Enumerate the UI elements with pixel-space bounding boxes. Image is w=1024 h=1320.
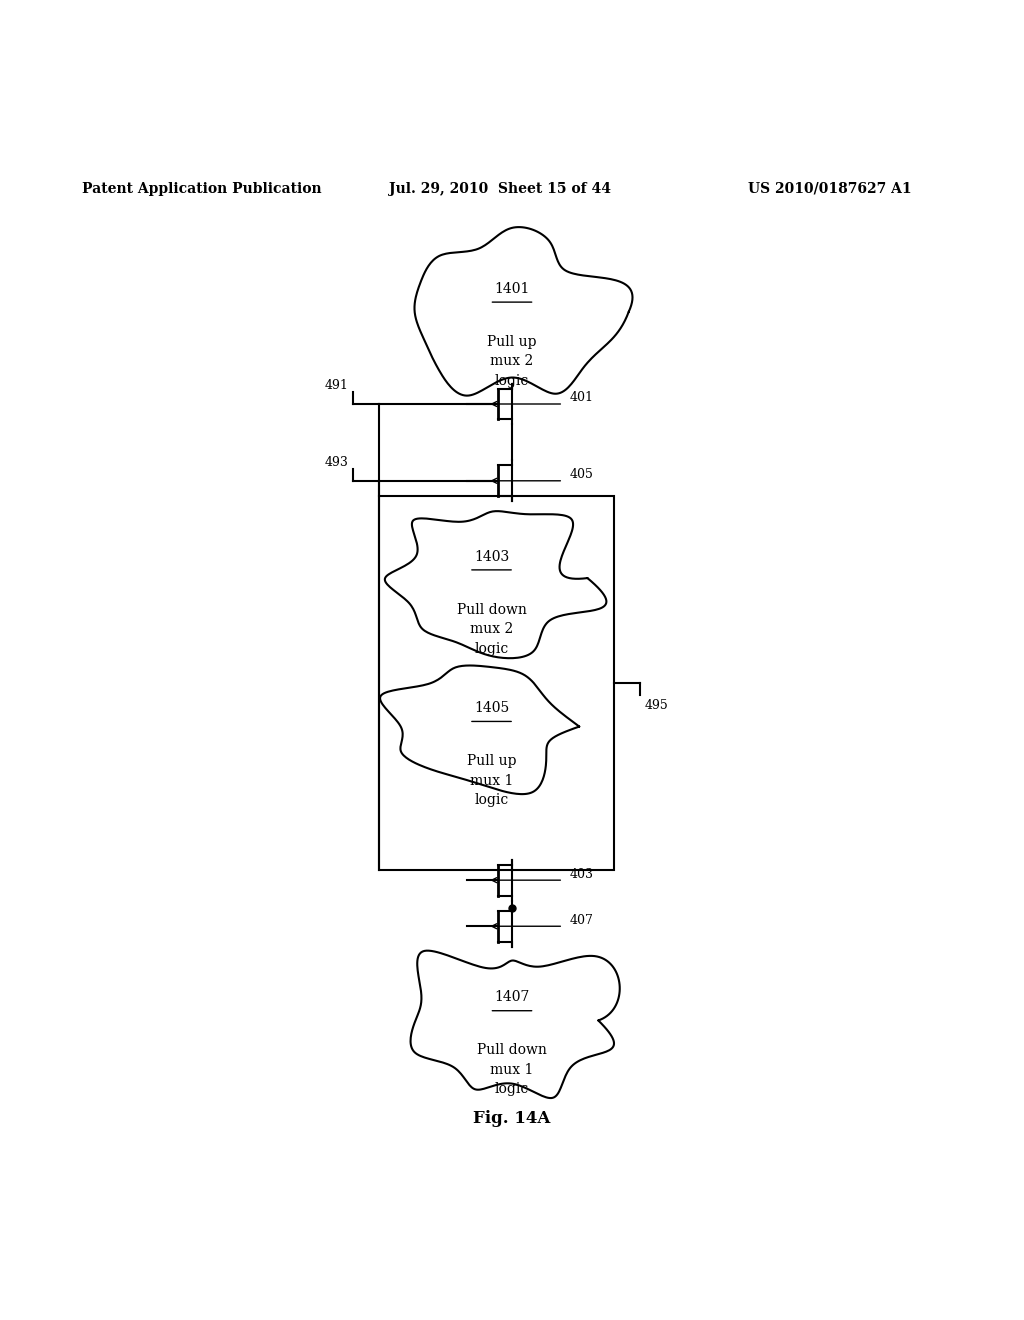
Text: Pull up
mux 1
logic: Pull up mux 1 logic <box>467 754 516 808</box>
Text: 1403: 1403 <box>474 549 509 564</box>
Text: 1401: 1401 <box>495 281 529 296</box>
Text: 407: 407 <box>569 913 593 927</box>
Text: 401: 401 <box>569 391 593 404</box>
Text: 405: 405 <box>569 469 593 482</box>
Text: 493: 493 <box>325 455 348 469</box>
Text: Patent Application Publication: Patent Application Publication <box>82 182 322 195</box>
Text: 1405: 1405 <box>474 701 509 715</box>
Text: Fig. 14A: Fig. 14A <box>473 1110 551 1127</box>
Text: Pull down
mux 2
logic: Pull down mux 2 logic <box>457 603 526 656</box>
Text: 403: 403 <box>569 867 593 880</box>
Text: 495: 495 <box>645 700 669 711</box>
Text: Pull down
mux 1
logic: Pull down mux 1 logic <box>477 1044 547 1097</box>
Text: Jul. 29, 2010  Sheet 15 of 44: Jul. 29, 2010 Sheet 15 of 44 <box>389 182 611 195</box>
Bar <box>379 496 614 870</box>
Text: Pull up
mux 2
logic: Pull up mux 2 logic <box>487 335 537 388</box>
Text: 1407: 1407 <box>495 990 529 1005</box>
Text: US 2010/0187627 A1: US 2010/0187627 A1 <box>748 182 911 195</box>
Text: 491: 491 <box>325 379 348 392</box>
